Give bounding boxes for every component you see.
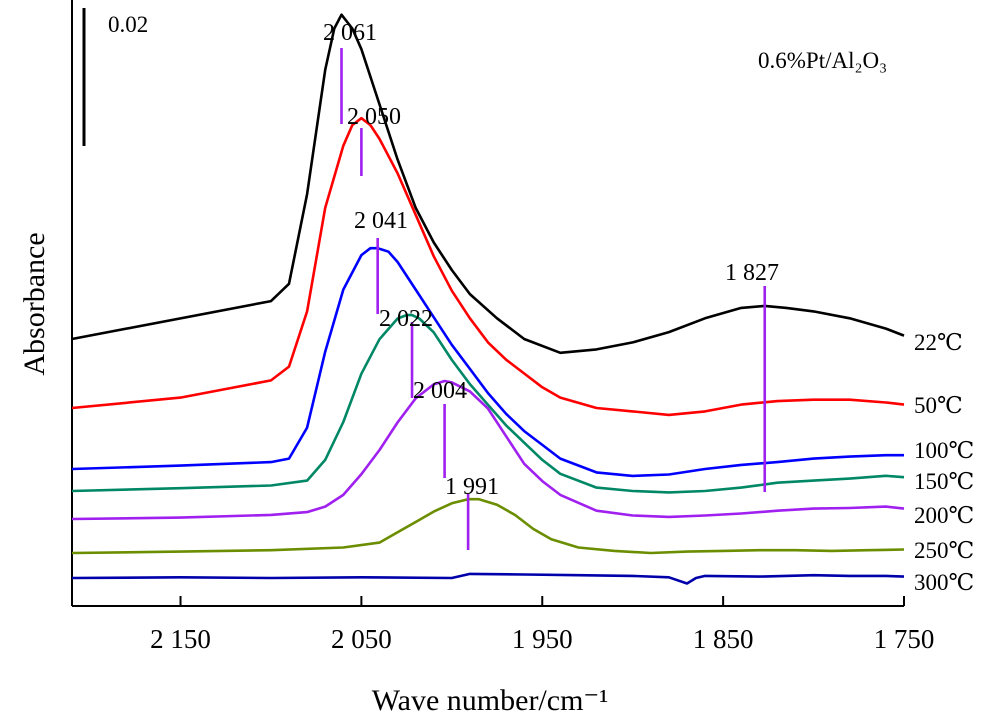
peak-label: 2 022 — [379, 306, 433, 332]
x-tick-label: 2 050 — [331, 624, 392, 654]
peak-label: 2 061 — [323, 20, 377, 46]
peak-label: 2 050 — [347, 104, 401, 130]
series-line — [71, 497, 905, 555]
series-line — [71, 116, 905, 417]
series-line — [71, 572, 905, 585]
series-line — [71, 13, 905, 355]
series-line — [71, 313, 905, 494]
peak-label: 1 827 — [725, 260, 779, 286]
series-label: 50℃ — [914, 393, 963, 418]
series-group — [71, 13, 905, 585]
x-tick-label: 2 150 — [150, 624, 211, 654]
series-label: 100℃ — [914, 438, 974, 463]
x-tick-label: 1 750 — [874, 624, 935, 654]
series-label: 250℃ — [914, 538, 974, 563]
x-axis-title: Wave number/cm⁻¹ — [372, 684, 609, 717]
peak-markers: 2 061 2 050 2 041 2 022 2 004 1 991 1 827 — [323, 20, 779, 550]
series-line — [71, 246, 904, 478]
sample-label: 0.6%Pt/Al₂O₃ — [758, 48, 887, 73]
series-label: 200℃ — [914, 503, 974, 528]
series-label: 300℃ — [914, 570, 974, 595]
temperature-labels: 22℃ 50℃ 100℃ 150℃ 200℃ 250℃ 300℃ — [914, 330, 974, 595]
y-axis-title: Absorbance — [18, 232, 51, 375]
series-line — [71, 379, 905, 521]
peak-label: 2 004 — [413, 378, 467, 404]
peak-label: 2 041 — [354, 208, 408, 234]
x-ticks: 2 150 2 050 1 950 1 850 1 750 — [150, 596, 934, 654]
series-label: 150℃ — [914, 469, 974, 494]
series-label: 22℃ — [914, 330, 963, 355]
x-tick-label: 1 850 — [693, 624, 754, 654]
x-tick-label: 1 950 — [512, 624, 573, 654]
scale-bar-label: 0.02 — [108, 12, 148, 37]
peak-label: 1 991 — [445, 474, 499, 500]
